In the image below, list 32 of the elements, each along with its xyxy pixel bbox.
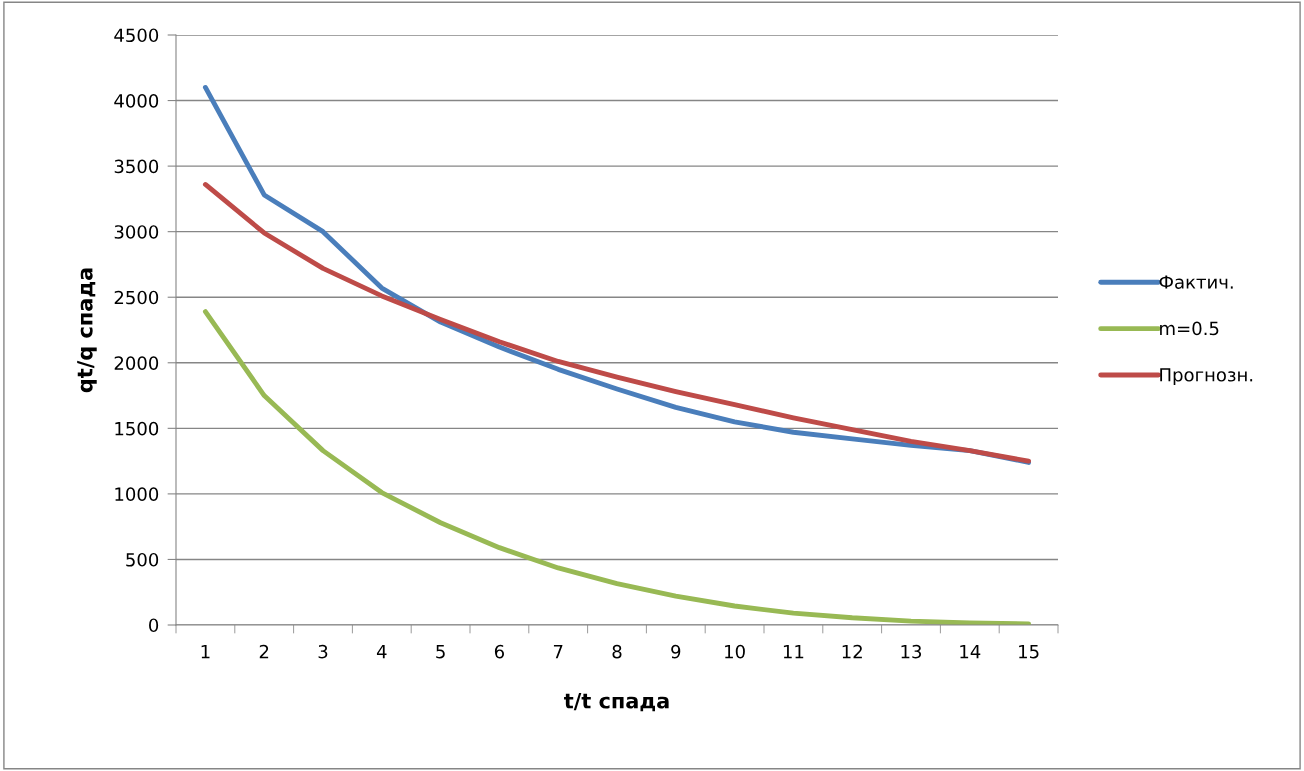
y-tick-label: 2000: [114, 356, 159, 370]
y-tick-label: 500: [126, 552, 159, 567]
x-tick-label: 9: [671, 644, 681, 659]
x-tick-label: 14: [960, 645, 981, 659]
y-tick-label: 2500: [114, 290, 159, 305]
x-tick-label: 13: [901, 644, 922, 659]
x-tick-label: 4: [376, 645, 387, 659]
x-tick-label: 11: [783, 645, 804, 659]
x-tick-label: 3: [318, 644, 328, 659]
x-tick-label: 8: [612, 644, 622, 659]
legend-label: m=0.5: [1160, 321, 1219, 336]
x-tick-label: 1: [201, 645, 210, 659]
x-tick-label: 5: [436, 645, 445, 659]
y-tick-label: 4000: [114, 94, 159, 108]
y-axis-title: qt/q спада: [77, 268, 97, 393]
x-tick-label: 10: [725, 644, 745, 659]
y-tick-label: 0: [149, 618, 159, 633]
legend-label: Прогнозн.: [1160, 368, 1253, 386]
line-series: [202, 182, 1032, 464]
x-tick-label: 12: [842, 644, 862, 659]
line-series: [202, 309, 1032, 625]
y-tick-label: 1500: [115, 421, 159, 436]
x-tick-label: 7: [553, 645, 563, 659]
x-tick-label: 2: [259, 644, 269, 659]
y-tick-label: 3500: [114, 159, 159, 174]
y-tick-label: 1000: [115, 487, 159, 502]
x-tick-label: 6: [494, 644, 505, 659]
y-tick-label: 4500: [114, 28, 159, 43]
x-tick-label: 15: [1019, 645, 1039, 659]
legend-label: Фактич.: [1159, 275, 1233, 289]
x-axis-title: t/t спада: [564, 693, 669, 712]
y-tick-label: 3000: [114, 225, 159, 239]
